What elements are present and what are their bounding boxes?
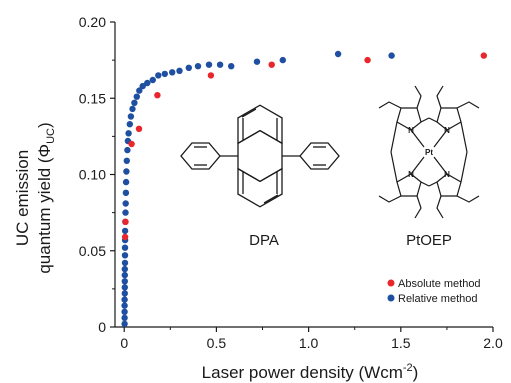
- point-absolute: [128, 140, 135, 148]
- point-relative: [194, 62, 202, 70]
- point-absolute: [364, 56, 371, 64]
- point-absolute: [268, 61, 275, 68]
- point-relative: [124, 146, 131, 154]
- point-relative: [122, 209, 129, 216]
- point-absolute: [135, 125, 143, 132]
- y-tick-label: 0: [98, 319, 106, 335]
- x-tick-label: 0: [120, 335, 128, 351]
- legend-label-absolute: Absolute method: [398, 278, 481, 290]
- point-relative: [228, 62, 235, 70]
- axis-ticks: 0 0.05 0.10 0.15 0.20 0 0.5 1.0 1.5 2.0: [79, 14, 503, 351]
- point-relative: [133, 93, 140, 100]
- atom-label: N: [444, 126, 450, 135]
- ptoep-atom-labels: N N N N Pt: [408, 126, 450, 179]
- point-relative: [176, 67, 183, 75]
- point-relative: [279, 56, 286, 64]
- atom-label: N: [444, 170, 450, 179]
- point-relative: [131, 99, 138, 107]
- point-relative: [205, 61, 213, 68]
- point-relative: [121, 244, 129, 251]
- point-relative: [216, 61, 224, 68]
- legend-marker-absolute: [387, 279, 395, 287]
- y-axis-title-line2: quantum yield (ΦUC): [35, 122, 57, 273]
- point-absolute: [207, 72, 215, 79]
- point-relative: [161, 70, 168, 78]
- point-relative: [121, 227, 129, 235]
- point-absolute: [480, 52, 487, 59]
- point-relative: [121, 302, 128, 309]
- point-relative: [185, 64, 192, 72]
- point-relative: [122, 178, 130, 186]
- point-relative: [129, 105, 136, 113]
- point-relative: [123, 168, 130, 175]
- point-relative: [121, 308, 128, 315]
- point-relative: [121, 284, 128, 291]
- point-relative: [121, 320, 128, 328]
- point-relative: [121, 259, 129, 267]
- ptoep-label: PtOEP: [406, 232, 452, 249]
- point-relative: [122, 189, 130, 196]
- ptoep-structure: [378, 85, 480, 219]
- point-relative: [155, 72, 162, 79]
- point-relative: [388, 52, 395, 59]
- point-relative: [121, 252, 129, 259]
- point-absolute: [122, 218, 129, 225]
- point-relative: [253, 58, 261, 65]
- point-relative: [169, 69, 176, 76]
- point-relative: [121, 290, 128, 297]
- point-relative: [122, 200, 129, 207]
- y-axis-title-line1: UC emission: [13, 150, 32, 246]
- atom-label: N: [408, 126, 414, 135]
- atom-label: Pt: [425, 148, 433, 157]
- point-relative: [123, 157, 130, 164]
- atom-label: N: [408, 170, 414, 179]
- point-relative: [126, 121, 133, 128]
- point-relative: [149, 76, 156, 84]
- y-tick-label: 0.05: [79, 243, 106, 259]
- y-tick-label: 0.20: [79, 14, 106, 30]
- point-relative: [121, 296, 128, 303]
- data-points: [121, 50, 487, 328]
- x-tick-label: 1.0: [299, 335, 319, 351]
- dpa-label: DPA: [249, 232, 279, 249]
- point-relative: [139, 82, 146, 90]
- point-relative: [127, 113, 135, 120]
- point-absolute: [154, 92, 161, 99]
- x-axis-title: Laser power density (Wcm-2): [202, 362, 419, 382]
- point-relative: [121, 271, 128, 279]
- legend-marker-relative: [387, 294, 395, 302]
- point-relative: [125, 130, 132, 137]
- x-tick-label: 0.5: [207, 335, 227, 351]
- x-tick-label: 2.0: [483, 335, 503, 351]
- point-relative: [121, 265, 128, 273]
- y-tick-label: 0.15: [79, 90, 106, 106]
- point-absolute: [121, 233, 129, 241]
- legend-label-relative: Relative method: [398, 293, 478, 305]
- point-relative: [144, 79, 151, 87]
- point-relative: [136, 87, 143, 94]
- point-relative: [121, 278, 128, 285]
- point-relative: [121, 314, 128, 322]
- legend: Absolute method Relative method: [387, 278, 481, 305]
- x-tick-label: 1.5: [391, 335, 411, 351]
- y-tick-label: 0.10: [79, 167, 106, 183]
- point-relative: [334, 50, 342, 58]
- dpa-structure: [180, 104, 340, 208]
